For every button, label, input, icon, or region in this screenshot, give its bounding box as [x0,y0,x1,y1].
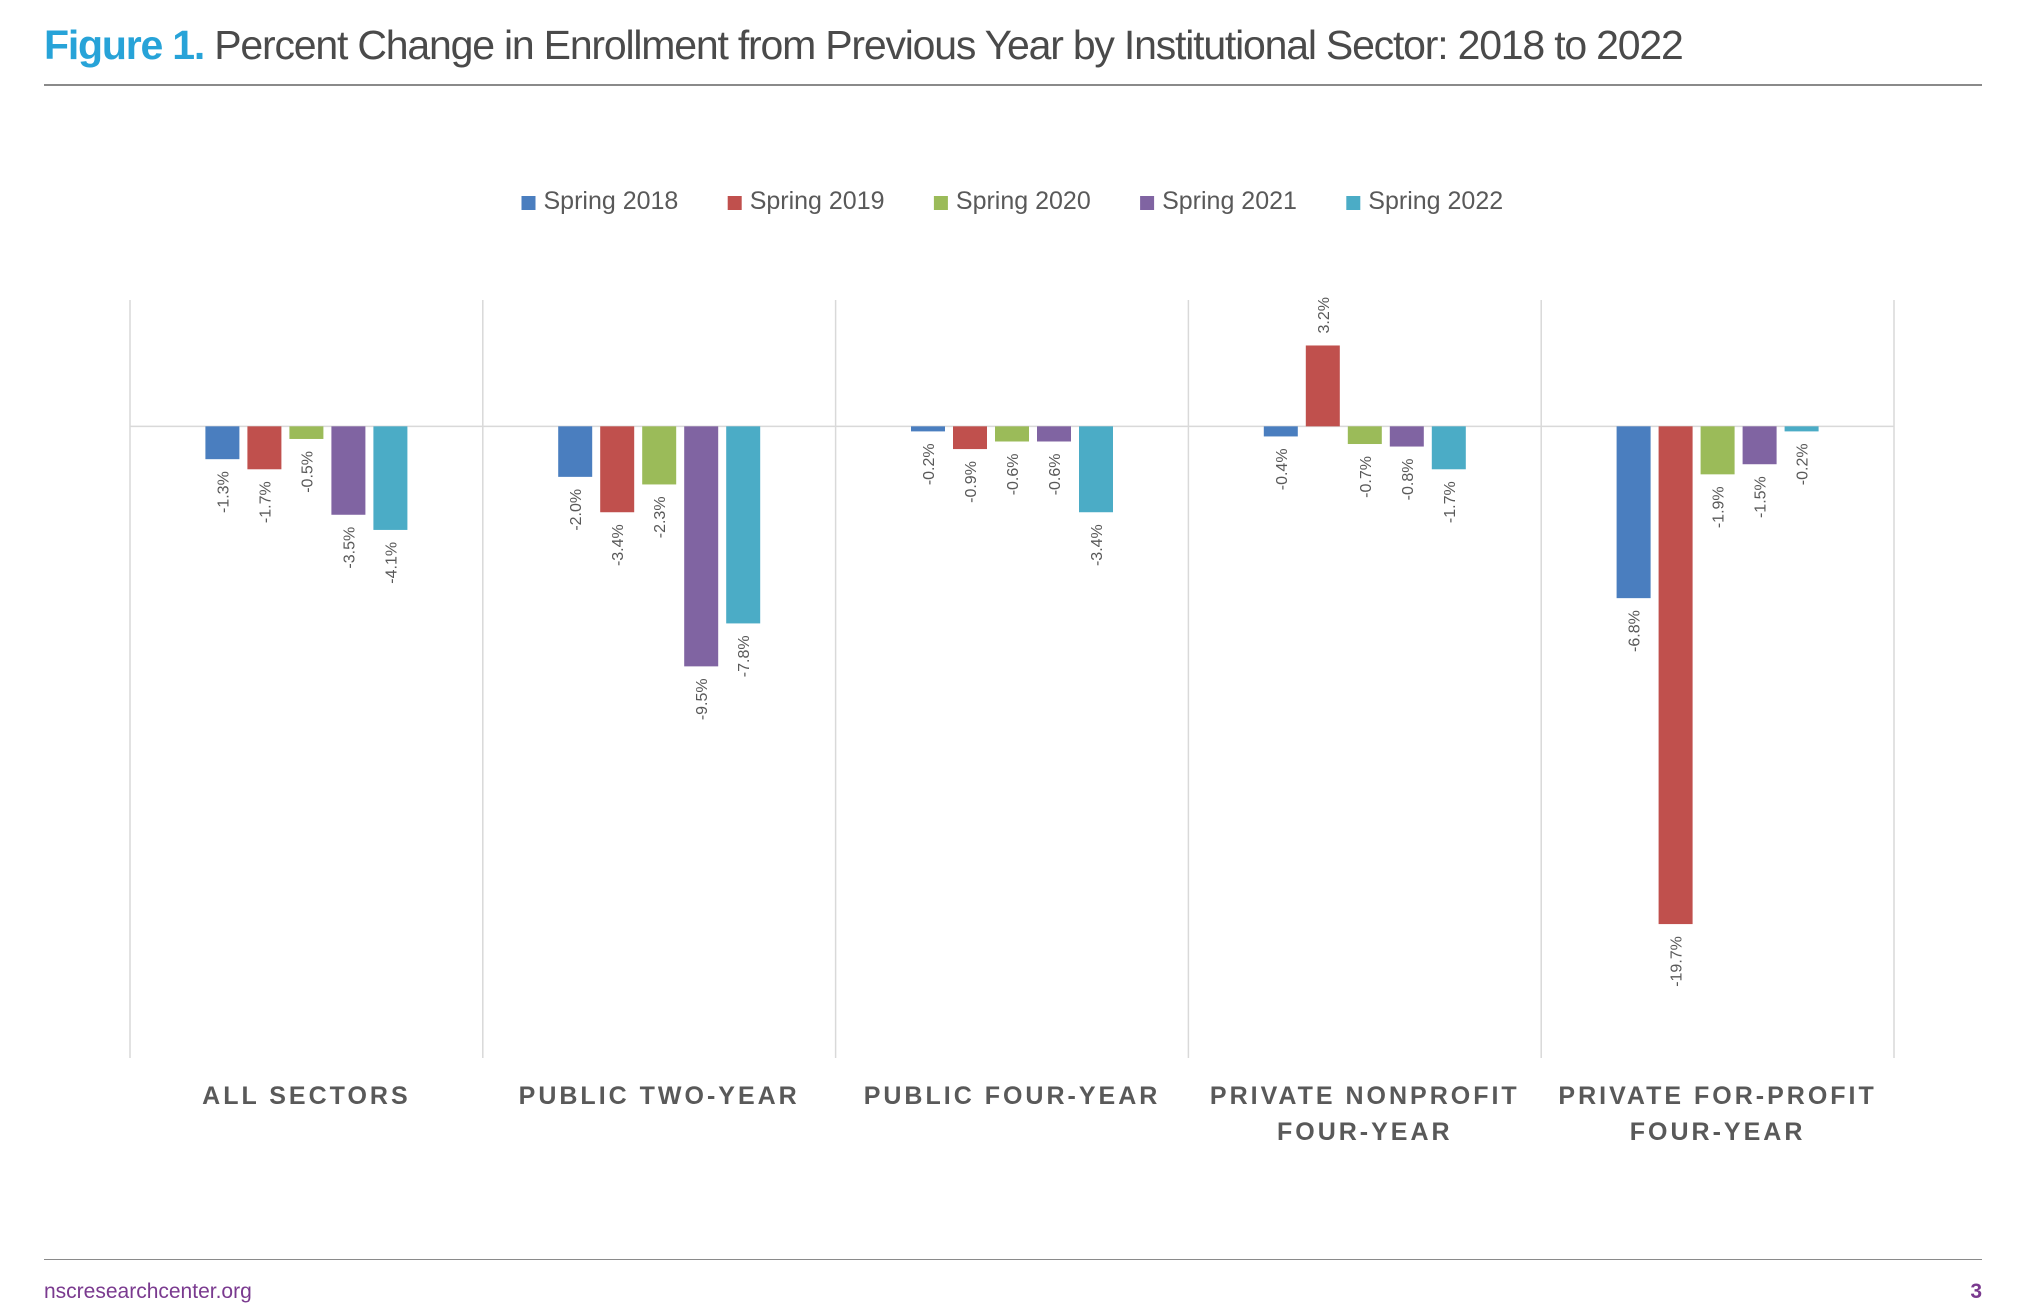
legend-swatch-spring-2020 [933,196,948,210]
category-label: FOUR-YEAR [1630,1118,1806,1146]
bar-spring-2018-all-sectors [205,426,240,460]
legend-swatch-spring-2018 [521,196,536,210]
data-label: -1.7% [257,481,274,523]
data-label: -0.7% [1358,456,1375,498]
data-label: -2.3% [652,496,669,538]
enrollment-bar-chart: -1.3% -1.7% -0.5% -3.5% -4.1% ALL SECTORS -2.0… [129,187,1895,1146]
bar-spring-2018-public-four-year [911,426,945,432]
data-label: -0.5% [299,451,316,493]
category-label: PRIVATE FOR-PROFIT [1558,1082,1876,1110]
footer-divider [44,1259,1982,1260]
data-label: -19.7% [1669,936,1686,987]
bar-spring-2021-all-sectors [331,426,366,515]
category-label: PRIVATE NONPROFIT [1210,1082,1520,1110]
data-label: -0.8% [1400,459,1417,501]
bar-spring-2020-all-sectors [289,426,324,439]
legend-label-spring-2021: Spring 2021 [1162,187,1297,215]
bar-spring-2021-public-two-year [684,426,719,667]
data-label: -1.7% [1442,481,1459,523]
data-label: -9.5% [694,678,711,720]
footer-url[interactable]: nscresearchcenter.org [44,1280,252,1303]
legend-swatch-spring-2021 [1140,196,1155,210]
bar-spring-2019-all-sectors [247,426,282,470]
bar-spring-2018-public-two-year [558,426,593,477]
data-label: -6.8% [1627,610,1644,652]
header-divider [44,84,1982,86]
data-label: -3.4% [1089,524,1106,566]
bar-spring-2022-public-two-year [726,426,761,624]
bar-spring-2019-private-for-profit-four-year [1658,426,1693,925]
data-label: -3.5% [341,527,358,569]
data-label: 3.2% [1316,297,1333,333]
category-label: FOUR-YEAR [1277,1118,1453,1146]
bar-spring-2022-private-for-profit-four-year [1784,426,1819,432]
data-label: -7.8% [736,635,753,677]
legend-label-spring-2020: Spring 2020 [956,187,1091,215]
bar-spring-2021-private-nonprofit-four-year [1389,426,1424,447]
figure-title: Figure 1. Percent Change in Enrollment f… [44,22,1684,69]
bar-spring-2022-private-nonprofit-four-year [1431,426,1466,470]
bar-spring-2020-public-four-year [995,426,1029,442]
data-label: -0.2% [921,443,938,485]
category-label: ALL SECTORS [202,1082,411,1110]
data-label: -1.5% [1753,476,1770,518]
category-label: PUBLIC FOUR-YEAR [864,1082,1161,1110]
figure-label: Figure 1. [44,22,205,68]
legend-label-spring-2018: Spring 2018 [544,187,679,215]
data-label: -0.2% [1795,443,1812,485]
data-label: -0.6% [1047,453,1064,495]
legend-swatch-spring-2019 [727,196,742,210]
bar-spring-2018-private-nonprofit-four-year [1263,426,1298,437]
bar-spring-2020-private-nonprofit-four-year [1347,426,1382,445]
data-label: -0.9% [963,461,980,503]
bar-spring-2020-private-for-profit-four-year [1700,426,1735,475]
bar-spring-2021-private-for-profit-four-year [1742,426,1777,465]
data-label: -0.4% [1274,448,1291,490]
category-label: PUBLIC TWO-YEAR [519,1082,800,1110]
data-label: -1.3% [215,471,232,513]
bar-spring-2019-private-nonprofit-four-year [1305,345,1340,427]
bar-spring-2022-public-four-year [1079,426,1113,513]
data-label: -0.6% [1005,453,1022,495]
data-label: -4.1% [383,542,400,584]
bar-spring-2022-all-sectors [373,426,408,530]
data-label: -1.9% [1711,486,1728,528]
legend-label-spring-2019: Spring 2019 [750,187,885,215]
legend-swatch-spring-2022 [1346,196,1361,210]
bar-spring-2019-public-two-year [600,426,635,513]
page-number: 3 [1970,1280,1982,1303]
bar-spring-2018-private-for-profit-four-year [1616,426,1651,599]
legend-label-spring-2022: Spring 2022 [1368,187,1503,215]
bar-spring-2021-public-four-year [1037,426,1071,442]
bar-spring-2019-public-four-year [953,426,987,450]
data-label: -2.0% [568,489,585,531]
bar-spring-2020-public-two-year [642,426,677,485]
data-label: -3.4% [610,524,627,566]
figure-title-text: Percent Change in Enrollment from Previo… [214,22,1684,68]
